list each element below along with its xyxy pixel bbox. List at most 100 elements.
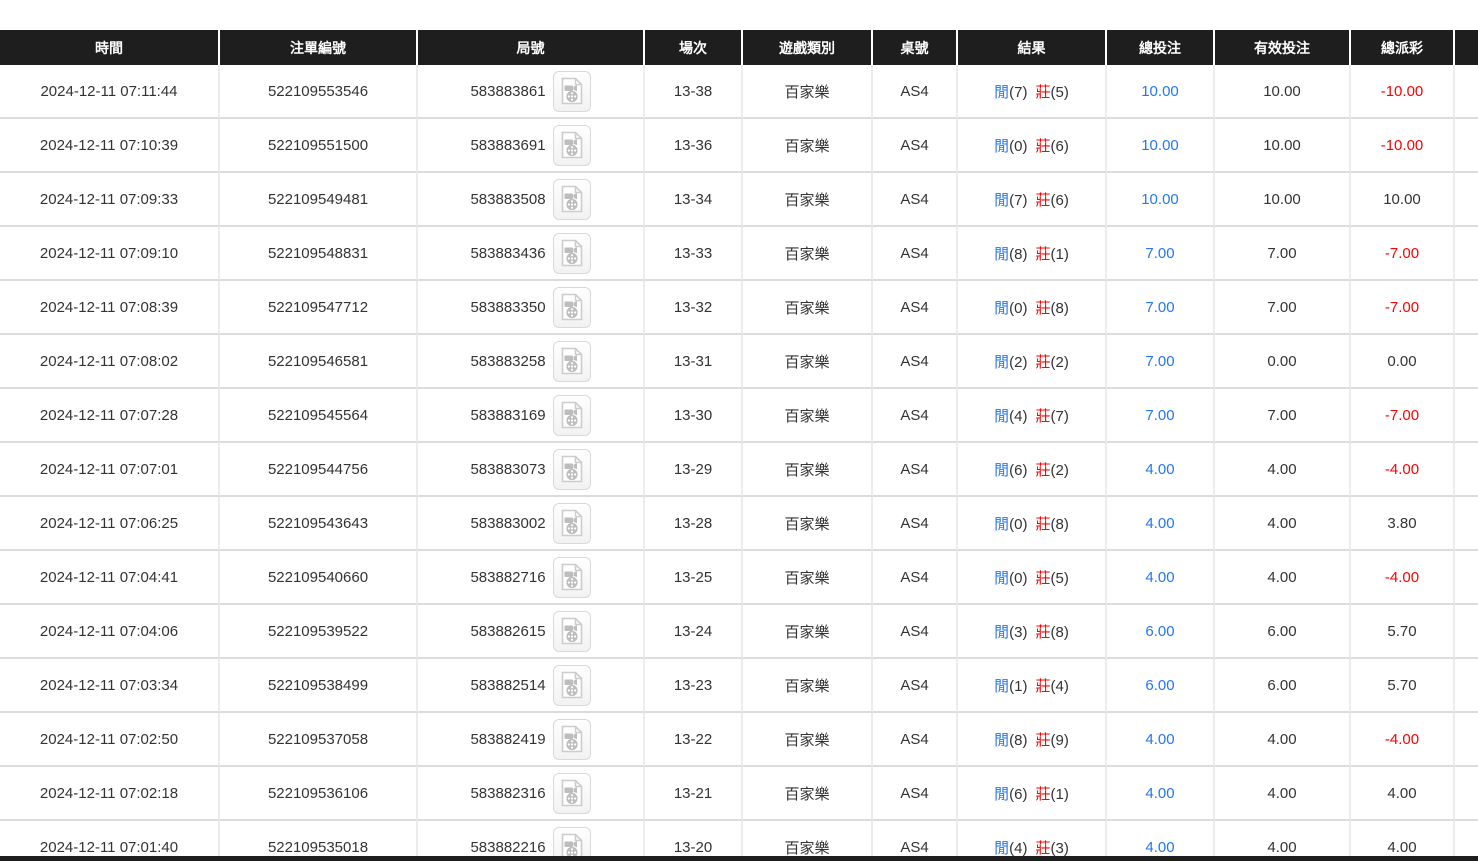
col-header-game-type: 遊戲類別 [743,30,873,65]
cell-game-type: 百家樂 [743,605,873,659]
cell-time: 2024-12-11 07:02:50 [0,713,220,767]
cell-table-no: AS4 [873,767,958,821]
result-banker-score: (9) [1050,731,1069,749]
video-replay-button[interactable] [552,772,591,814]
result-player-label: 閒 [994,299,1010,317]
result-banker-score: (8) [1050,299,1069,317]
round-wrap: 583882716 [418,556,643,598]
video-replay-button[interactable] [552,502,591,544]
video-file-icon [561,77,582,105]
table-header-row: 時間 注單編號 局號 場次 遊戲類別 桌號 結果 總投注 有效投注 總派彩 [0,30,1478,65]
cell-valid-bet: 4.00 [1215,497,1351,551]
cell-session: 13-21 [645,767,743,821]
cell-session: 13-28 [645,497,743,551]
cell-table-no: AS4 [873,119,958,173]
cell-bet-id: 522109535018 [220,821,418,861]
video-file-icon [561,293,582,321]
cell-total-bet: 10.00 [1107,119,1215,173]
table-row: 2024-12-11 07:09:10 522109548831 5838834… [0,227,1478,281]
cell-result: 閒(6) 莊(1) [958,767,1107,821]
result-banker-label: 莊 [1035,461,1051,479]
round-wrap: 583883002 [418,502,643,544]
cell-game-type: 百家樂 [743,713,873,767]
col-header-total-bet: 總投注 [1107,30,1215,65]
cell-bet-id: 522109546581 [220,335,418,389]
cell-total-bet: 6.00 [1107,659,1215,713]
video-replay-button[interactable] [552,718,591,760]
cell-bet-id: 522109536106 [220,767,418,821]
table-row: 2024-12-11 07:02:18 522109536106 5838823… [0,767,1478,821]
round-wrap: 583883169 [418,394,643,436]
cell-game-type: 百家樂 [743,281,873,335]
cell-session: 13-32 [645,281,743,335]
round-wrap: 583883258 [418,340,643,382]
cell-total-bet: 4.00 [1107,551,1215,605]
result-banker-score: (6) [1050,191,1069,209]
result-banker-score: (6) [1050,137,1069,155]
cell-bet-id: 522109553546 [220,65,418,119]
video-replay-button[interactable] [552,664,591,706]
cell-time: 2024-12-11 07:09:10 [0,227,220,281]
cell-table-no: AS4 [873,173,958,227]
cell-bet-id: 522109551500 [220,119,418,173]
video-replay-button[interactable] [552,448,591,490]
result-banker-score: (8) [1050,623,1069,641]
video-replay-button[interactable] [552,286,591,328]
cell-table-no: AS4 [873,335,958,389]
cell-total-bet: 4.00 [1107,767,1215,821]
video-replay-button[interactable] [552,70,591,112]
result-player-score: (3) [1009,623,1028,641]
video-replay-button[interactable] [552,394,591,436]
result-banker-score: (2) [1050,353,1069,371]
cell-total-bet: 6.00 [1107,605,1215,659]
cell-table-no: AS4 [873,389,958,443]
cell-total-payout: -7.00 [1351,227,1455,281]
round-number: 583882419 [470,730,546,748]
cell-table-no: AS4 [873,281,958,335]
video-replay-button[interactable] [552,178,591,220]
result-banker-score: (4) [1050,677,1069,695]
cell-table-no: AS4 [873,605,958,659]
cell-bet-id: 522109548831 [220,227,418,281]
video-replay-button[interactable] [552,826,591,861]
result-banker-label: 莊 [1035,299,1051,317]
round-number: 583882716 [470,568,546,586]
table-row: 2024-12-11 07:07:28 522109545564 5838831… [0,389,1478,443]
cell-result: 閒(8) 莊(9) [958,713,1107,767]
result-player-label: 閒 [994,677,1010,695]
result-player-label: 閒 [994,407,1010,425]
video-replay-button[interactable] [552,124,591,166]
cell-session: 13-23 [645,659,743,713]
result-player-score: (8) [1009,731,1028,749]
cell-total-payout: 5.70 [1351,605,1455,659]
cell-result: 閒(4) 莊(3) [958,821,1107,861]
video-file-icon [561,347,582,375]
cell-round: 583883073 [418,443,645,497]
cell-table-no: AS4 [873,821,958,861]
cell-table-no: AS4 [873,497,958,551]
cell-session: 13-22 [645,713,743,767]
result-player-score: (2) [1009,353,1028,371]
video-replay-button[interactable] [552,610,591,652]
cell-total-payout: 4.00 [1351,767,1455,821]
cell-time: 2024-12-11 07:10:39 [0,119,220,173]
video-replay-button[interactable] [552,232,591,274]
video-replay-button[interactable] [552,556,591,598]
cell-round: 583882716 [418,551,645,605]
cell-total-payout: -7.00 [1351,281,1455,335]
result-player-label: 閒 [994,569,1010,587]
video-replay-button[interactable] [552,340,591,382]
cell-extra [1455,605,1478,659]
video-file-icon [561,131,582,159]
cell-time: 2024-12-11 07:04:41 [0,551,220,605]
col-header-result: 結果 [958,30,1107,65]
cell-valid-bet: 10.00 [1215,119,1351,173]
result-player-score: (6) [1009,461,1028,479]
table-body: 2024-12-11 07:11:44 522109553546 5838838… [0,65,1478,861]
cell-game-type: 百家樂 [743,119,873,173]
video-file-icon [561,725,582,753]
cell-extra [1455,335,1478,389]
table-row: 2024-12-11 07:04:41 522109540660 5838827… [0,551,1478,605]
cell-result: 閒(0) 莊(8) [958,281,1107,335]
